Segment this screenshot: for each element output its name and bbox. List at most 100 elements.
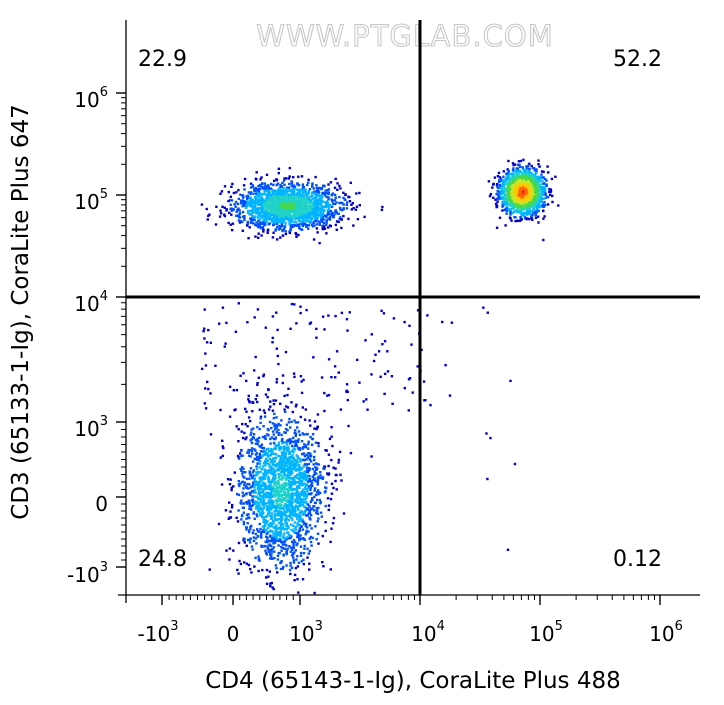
scatter-point: [259, 417, 262, 420]
scatter-point: [316, 478, 320, 481]
scatter-point: [505, 172, 508, 175]
scatter-point: [276, 500, 279, 504]
scatter-point: [324, 529, 327, 533]
scatter-point: [267, 184, 270, 187]
scatter-point: [506, 207, 510, 210]
scatter-point: [255, 171, 258, 174]
scatter-point: [316, 209, 320, 212]
scatter-point: [251, 489, 254, 493]
scatter-point: [280, 490, 283, 494]
scatter-point: [258, 462, 262, 466]
scatter-point: [246, 197, 249, 201]
scatter-point: [523, 211, 527, 215]
scatter-point: [259, 178, 262, 181]
scatter-point: [243, 203, 246, 206]
scatter-point: [309, 424, 312, 427]
scatter-point: [242, 201, 245, 205]
scatter-point: [271, 557, 274, 560]
scatter-point: [537, 163, 540, 166]
scatter-point: [522, 158, 525, 162]
scatter-point: [352, 207, 355, 210]
scatter-point: [306, 490, 309, 493]
scatter-point: [245, 513, 249, 517]
scatter-point: [315, 202, 318, 205]
scatter-point: [282, 493, 285, 496]
scatter-point: [522, 198, 526, 201]
scatter-point: [301, 216, 305, 219]
scatter-point: [268, 463, 271, 466]
scatter-point: [242, 520, 246, 524]
scatter-point: [293, 482, 297, 485]
scatter-point: [273, 510, 276, 513]
scatter-point: [200, 203, 204, 206]
scatter-point: [300, 468, 303, 471]
scatter-point: [296, 481, 300, 484]
scatter-point: [286, 524, 289, 527]
scatter-point: [277, 499, 281, 502]
scatter-point: [264, 482, 267, 486]
scatter-point: [271, 471, 274, 474]
scatter-point: [254, 215, 257, 218]
scatter-point: [308, 537, 311, 540]
scatter-point: [249, 525, 252, 529]
scatter-point: [335, 488, 338, 491]
scatter-point: [273, 519, 276, 522]
scatter-point: [260, 214, 264, 218]
scatter-point: [312, 214, 316, 217]
scatter-point: [340, 208, 344, 212]
scatter-point: [252, 192, 255, 195]
scatter-point: [262, 477, 265, 481]
scatter-point: [262, 516, 265, 519]
scatter-point: [293, 431, 296, 435]
scatter-point: [313, 591, 316, 595]
scatter-point: [234, 205, 237, 208]
scatter-point: [347, 424, 350, 428]
scatter-point: [499, 187, 502, 190]
scatter-point: [257, 503, 260, 506]
scatter-point: [270, 490, 273, 493]
scatter-point: [231, 222, 235, 225]
scatter-point: [271, 198, 275, 202]
scatter-point: [293, 419, 296, 422]
scatter-point: [271, 220, 274, 224]
scatter-point: [238, 559, 241, 563]
scatter-point: [518, 192, 522, 195]
scatter-point: [274, 456, 277, 459]
scatter-point: [292, 561, 296, 564]
scatter-point: [256, 496, 260, 500]
scatter-point: [321, 200, 324, 203]
scatter-point: [281, 181, 284, 185]
scatter-point: [339, 408, 343, 411]
scatter-point: [297, 219, 301, 222]
scatter-point: [533, 200, 537, 204]
scatter-point: [258, 436, 261, 439]
scatter-point: [517, 210, 520, 214]
scatter-point: [275, 426, 279, 429]
scatter-point: [293, 208, 296, 211]
scatter-point: [326, 472, 329, 475]
scatter-point: [304, 487, 308, 491]
scatter-point: [526, 211, 530, 215]
scatter-point: [255, 513, 258, 516]
scatter-point: [285, 213, 288, 216]
scatter-point: [291, 467, 295, 471]
scatter-point: [272, 546, 275, 549]
scatter-point: [533, 178, 536, 181]
scatter-point: [267, 494, 270, 497]
scatter-point: [268, 197, 272, 200]
scatter-point: [264, 484, 267, 487]
scatter-point: [502, 183, 506, 186]
scatter-point: [258, 183, 262, 187]
scatter-point: [248, 541, 252, 544]
scatter-point: [288, 489, 292, 492]
scatter-point: [308, 479, 311, 483]
scatter-point: [269, 206, 272, 210]
scatter-point: [319, 203, 322, 206]
scatter-point: [518, 206, 521, 209]
scatter-point: [251, 452, 254, 455]
scatter-point: [290, 182, 294, 185]
scatter-point: [317, 542, 320, 545]
scatter-point: [264, 211, 268, 214]
scatter-point: [301, 224, 304, 228]
scatter-point: [310, 492, 313, 495]
